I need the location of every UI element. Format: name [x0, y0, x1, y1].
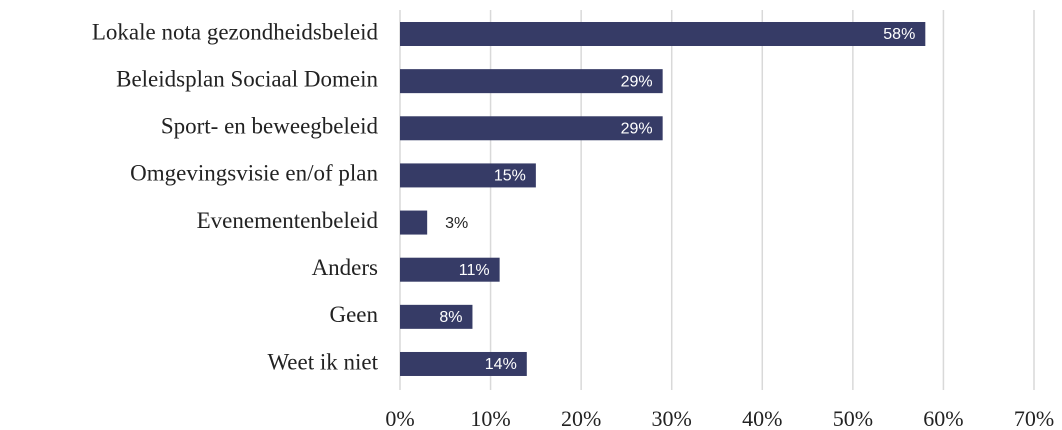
category-label: Omgevingsvisie en/of plan — [130, 161, 378, 186]
value-label: 58% — [883, 26, 915, 43]
bar — [400, 351, 527, 376]
value-label: 29% — [621, 73, 653, 90]
category-label: Geen — [329, 302, 378, 327]
value-label: 14% — [485, 356, 517, 373]
value-label: 8% — [439, 309, 462, 326]
x-tick-label: 0% — [385, 406, 414, 430]
x-tick-label: 40% — [742, 406, 782, 430]
x-tick-label: 20% — [561, 406, 601, 430]
bar — [400, 304, 473, 329]
x-tick-label: 10% — [470, 406, 510, 430]
category-label: Evenementenbeleid — [197, 208, 379, 233]
bar — [400, 163, 536, 188]
bar — [400, 22, 926, 46]
x-tick-label: 30% — [652, 406, 692, 430]
value-label: 3% — [445, 215, 468, 232]
x-tick-label: 60% — [923, 406, 963, 430]
x-tick-label: 50% — [833, 406, 873, 430]
category-label: Weet ik niet — [267, 349, 378, 374]
bar — [400, 210, 428, 235]
category-label: Anders — [312, 255, 378, 280]
category-label: Lokale nota gezondheidsbeleid — [92, 19, 379, 44]
bar — [400, 69, 663, 94]
x-tick-label: 70% — [1014, 406, 1054, 430]
value-label: 11% — [459, 262, 490, 279]
bar — [400, 257, 500, 282]
value-label: 29% — [621, 120, 653, 137]
bar — [400, 116, 663, 141]
category-label: Sport- en beweegbeleid — [161, 114, 379, 139]
value-label: 15% — [494, 168, 526, 185]
category-label: Beleidsplan Sociaal Domein — [116, 66, 378, 91]
